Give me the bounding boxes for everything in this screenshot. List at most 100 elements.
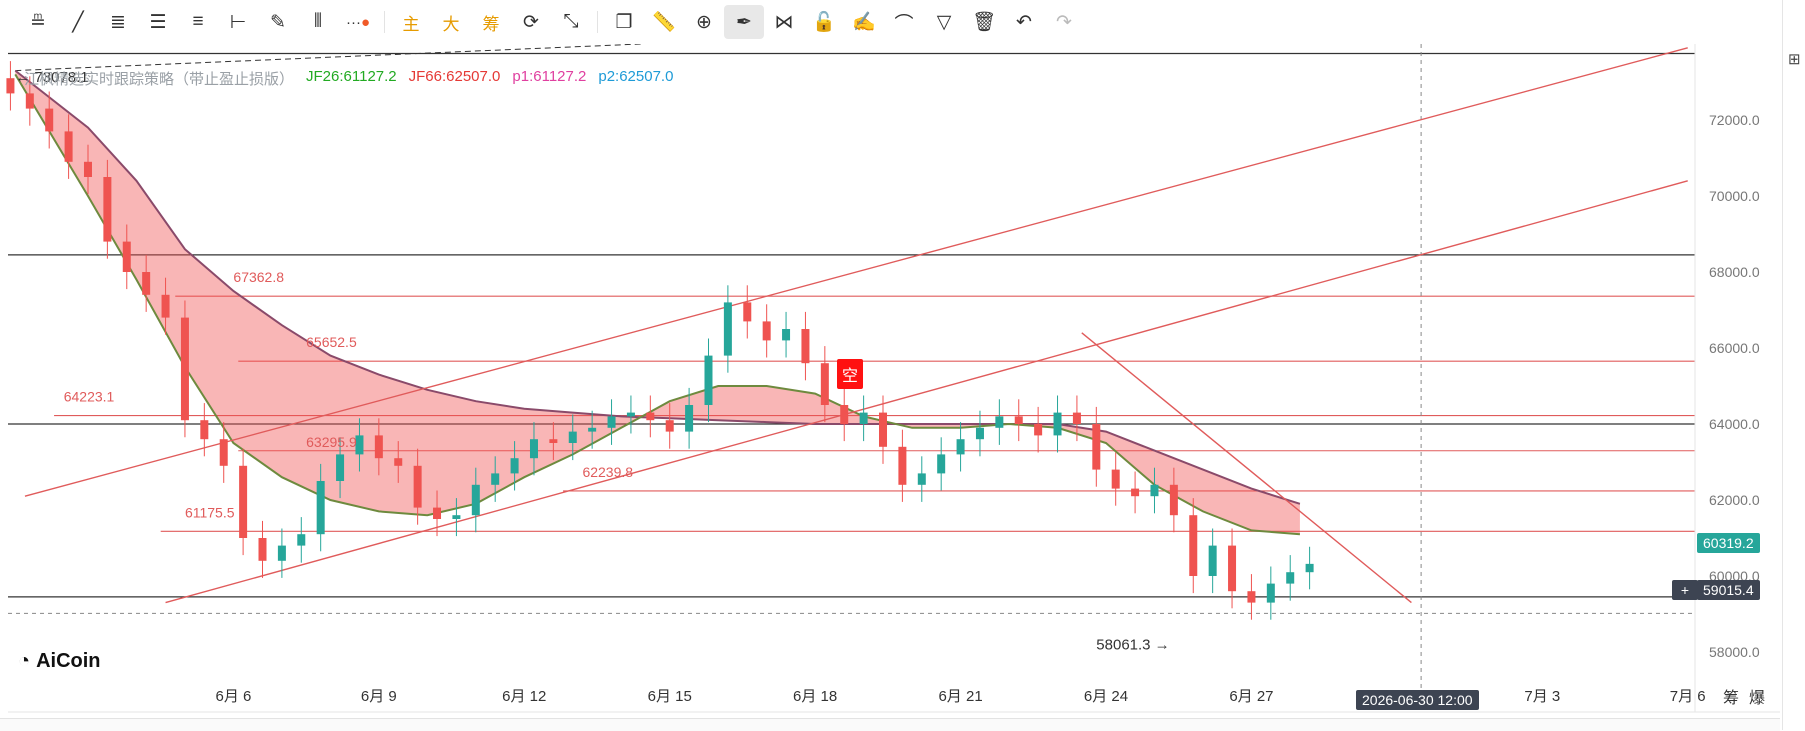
- candle-body[interactable]: [685, 405, 694, 432]
- candle-body[interactable]: [471, 484, 480, 516]
- candle-body[interactable]: [103, 177, 112, 242]
- candle-body[interactable]: [374, 435, 383, 459]
- trash-icon[interactable]: 🗑: [971, 12, 997, 33]
- candle-body[interactable]: [1034, 424, 1043, 436]
- dashed-drawing-line[interactable]: [15, 43, 641, 72]
- candle-body[interactable]: [665, 420, 674, 432]
- candle-body[interactable]: [1053, 412, 1062, 436]
- horizontal-line-icon[interactable]: ≡: [192, 11, 204, 32]
- candle-body[interactable]: [1305, 563, 1314, 573]
- lock-icon[interactable]: 🔓: [812, 12, 836, 33]
- candle-body[interactable]: [180, 317, 189, 421]
- burst-tab[interactable]: 爆: [1749, 688, 1765, 707]
- candle-body[interactable]: [801, 329, 810, 364]
- candle-body[interactable]: [995, 416, 1004, 428]
- big-order-button[interactable]: 大: [442, 14, 460, 35]
- chips-tab[interactable]: 筹: [1723, 688, 1739, 707]
- refresh-icon[interactable]: ⟳: [523, 11, 539, 33]
- candle-body[interactable]: [859, 412, 868, 424]
- candle-body[interactable]: [1208, 545, 1217, 576]
- candle-body[interactable]: [529, 439, 538, 459]
- candle-body[interactable]: [394, 458, 403, 466]
- candle-body[interactable]: [549, 439, 558, 443]
- candle-body[interactable]: [1247, 591, 1256, 603]
- copy-icon[interactable]: ❐: [615, 11, 633, 33]
- horizontal-lines-icon[interactable]: ☰: [149, 11, 167, 33]
- candle-body[interactable]: [1131, 488, 1140, 497]
- candle-body[interactable]: [1169, 484, 1178, 516]
- trend-line-icon[interactable]: ╱: [72, 11, 84, 33]
- indicator-name[interactable]: 江枫精选实时跟踪策略（带止盈止损版）: [24, 71, 295, 88]
- brush-icon[interactable]: ✎: [270, 11, 286, 33]
- undo-icon[interactable]: ↶: [1016, 11, 1032, 33]
- zoom-icon[interactable]: ⊕: [696, 11, 712, 33]
- filter-icon[interactable]: ▽: [936, 11, 952, 33]
- candle-body[interactable]: [83, 161, 92, 177]
- candle-body[interactable]: [336, 454, 345, 481]
- candle-body[interactable]: [413, 465, 422, 508]
- candle-body[interactable]: [142, 272, 151, 295]
- candle-body[interactable]: [782, 329, 791, 341]
- candle-body[interactable]: [45, 108, 54, 132]
- candle-body[interactable]: [956, 439, 965, 455]
- parallel-lines-icon[interactable]: ≣: [110, 11, 126, 33]
- candle-body[interactable]: [316, 481, 325, 535]
- candle-body[interactable]: [840, 405, 849, 424]
- candle-body[interactable]: [937, 454, 946, 474]
- candle-body[interactable]: [1189, 515, 1198, 576]
- candle-body[interactable]: [704, 355, 713, 405]
- candle-body[interactable]: [200, 420, 209, 440]
- trend-line[interactable]: [1081, 332, 1412, 604]
- candle-body[interactable]: [1150, 484, 1159, 497]
- candle-body[interactable]: [355, 435, 364, 455]
- trend-line[interactable]: [24, 47, 1688, 497]
- candle-body[interactable]: [762, 321, 771, 341]
- redo-icon[interactable]: ↷: [1056, 11, 1072, 33]
- candle-body[interactable]: [1111, 469, 1120, 489]
- chips-button[interactable]: 筹: [482, 14, 500, 35]
- candle-body[interactable]: [917, 473, 926, 485]
- candle-body[interactable]: [1014, 416, 1023, 424]
- short-signal-badge[interactable]: 空: [837, 359, 864, 389]
- candle-body[interactable]: [1072, 412, 1081, 424]
- candle-body[interactable]: [1286, 572, 1295, 584]
- candle-body[interactable]: [898, 446, 907, 485]
- more-tools-icon[interactable]: ··· ●: [345, 13, 371, 31]
- candle-body[interactable]: [723, 302, 732, 356]
- candle-body[interactable]: [452, 515, 461, 519]
- candle-body[interactable]: [1092, 424, 1101, 470]
- main-chart-button[interactable]: 主: [402, 14, 420, 35]
- candle-body[interactable]: [568, 431, 577, 443]
- ruler-measure-icon[interactable]: 📏: [652, 12, 676, 33]
- candle-body[interactable]: [491, 473, 500, 485]
- candle-body[interactable]: [743, 302, 752, 322]
- candle-body[interactable]: [820, 363, 829, 405]
- candle-body[interactable]: [161, 294, 170, 318]
- candle-body[interactable]: [64, 131, 73, 162]
- measure-icon[interactable]: ⤡: [563, 11, 579, 32]
- candle-body[interactable]: [239, 465, 248, 538]
- candle-body[interactable]: [6, 78, 15, 94]
- crosshair-plus-icon[interactable]: +: [1672, 580, 1698, 600]
- candle-body[interactable]: [975, 427, 984, 440]
- candle-body[interactable]: [258, 538, 267, 561]
- pen-icon[interactable]: ✒: [724, 5, 764, 39]
- edit-icon[interactable]: ✍: [852, 12, 876, 33]
- ray-icon[interactable]: ⊢: [229, 11, 247, 33]
- candle-body[interactable]: [588, 427, 597, 432]
- magnet-icon[interactable]: ⌒: [894, 13, 914, 35]
- candle-body[interactable]: [1266, 583, 1275, 603]
- candle-body[interactable]: [122, 241, 131, 272]
- candle-body[interactable]: [25, 93, 34, 109]
- trend-line[interactable]: [165, 180, 1688, 604]
- candle-body[interactable]: [510, 458, 519, 474]
- candle-body[interactable]: [626, 412, 635, 417]
- candle-body[interactable]: [297, 534, 306, 546]
- fib-icon[interactable]: ⫴: [314, 11, 322, 32]
- candle-body[interactable]: [277, 545, 286, 561]
- link-icon[interactable]: ⋈: [774, 11, 794, 33]
- sidebar-icon[interactable]: ⊞: [1788, 51, 1801, 68]
- ruler-icon[interactable]: ≞: [30, 11, 46, 33]
- candle-body[interactable]: [433, 507, 442, 519]
